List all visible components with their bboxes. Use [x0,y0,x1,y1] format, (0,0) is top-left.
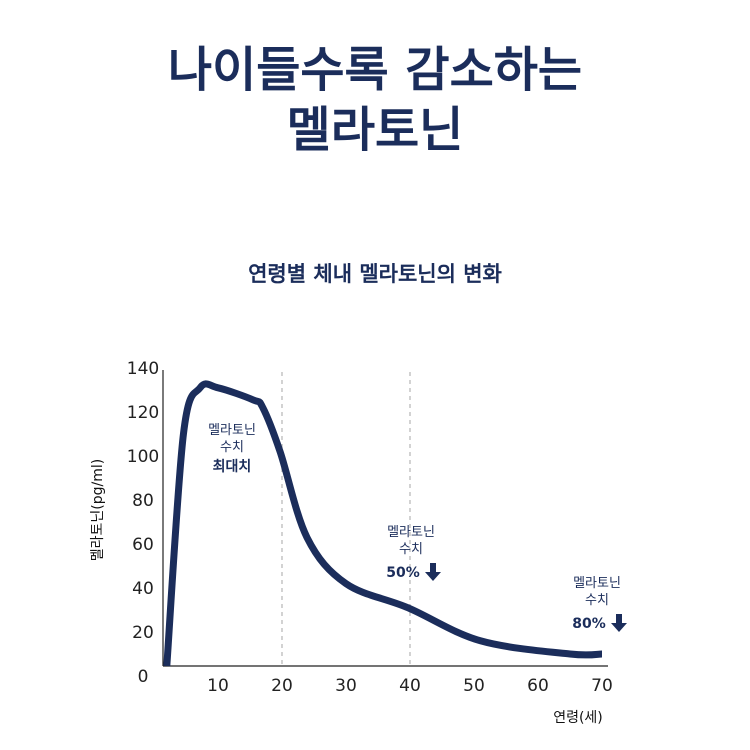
x-tick-label: 50 [463,676,485,696]
y-tick-label: 20 [132,623,154,643]
annotation-text: 수치 [585,593,609,608]
y-tick-label: 40 [132,579,154,599]
x-tick-label: 30 [335,676,357,696]
x-tick-label: 10 [207,676,229,696]
y-axis-label: 멜라토닌(pg/ml) [90,459,106,561]
y-tick-label: 0 [138,667,149,687]
title-line-2: 멜라토닌 [286,102,464,158]
annotation-text: 수치 [220,440,244,455]
annotation-text: 멜라토닌 [573,576,621,591]
x-tick-label: 20 [271,676,293,696]
y-tick-label: 140 [127,359,159,379]
annotation-text: 80% [572,616,606,632]
chart-title: 연령별 체내 멜라토닌의 변화 [248,262,502,286]
down-arrow-icon [611,614,627,632]
x-tick-label: 40 [399,676,421,696]
y-tick-label: 80 [132,491,154,511]
y-tick-label: 100 [127,447,159,467]
annotation-text: 수치 [399,542,423,557]
x-axis-label: 연령(세) [553,710,603,726]
x-tick-label: 70 [591,676,613,696]
annotation-text: 최대치 [213,459,252,475]
y-tick-label: 120 [127,403,159,423]
y-tick-label: 60 [132,535,154,555]
title-line-1: 나이들수록 감소하는 [167,42,583,98]
melatonin-curve [163,380,603,667]
annotation-text: 멜라토닌 [387,525,435,540]
annotation-text: 멜라토닌 [208,423,256,438]
down-arrow-icon [425,563,441,581]
x-tick-label: 60 [527,676,549,696]
annotation-text: 50% [386,565,420,581]
